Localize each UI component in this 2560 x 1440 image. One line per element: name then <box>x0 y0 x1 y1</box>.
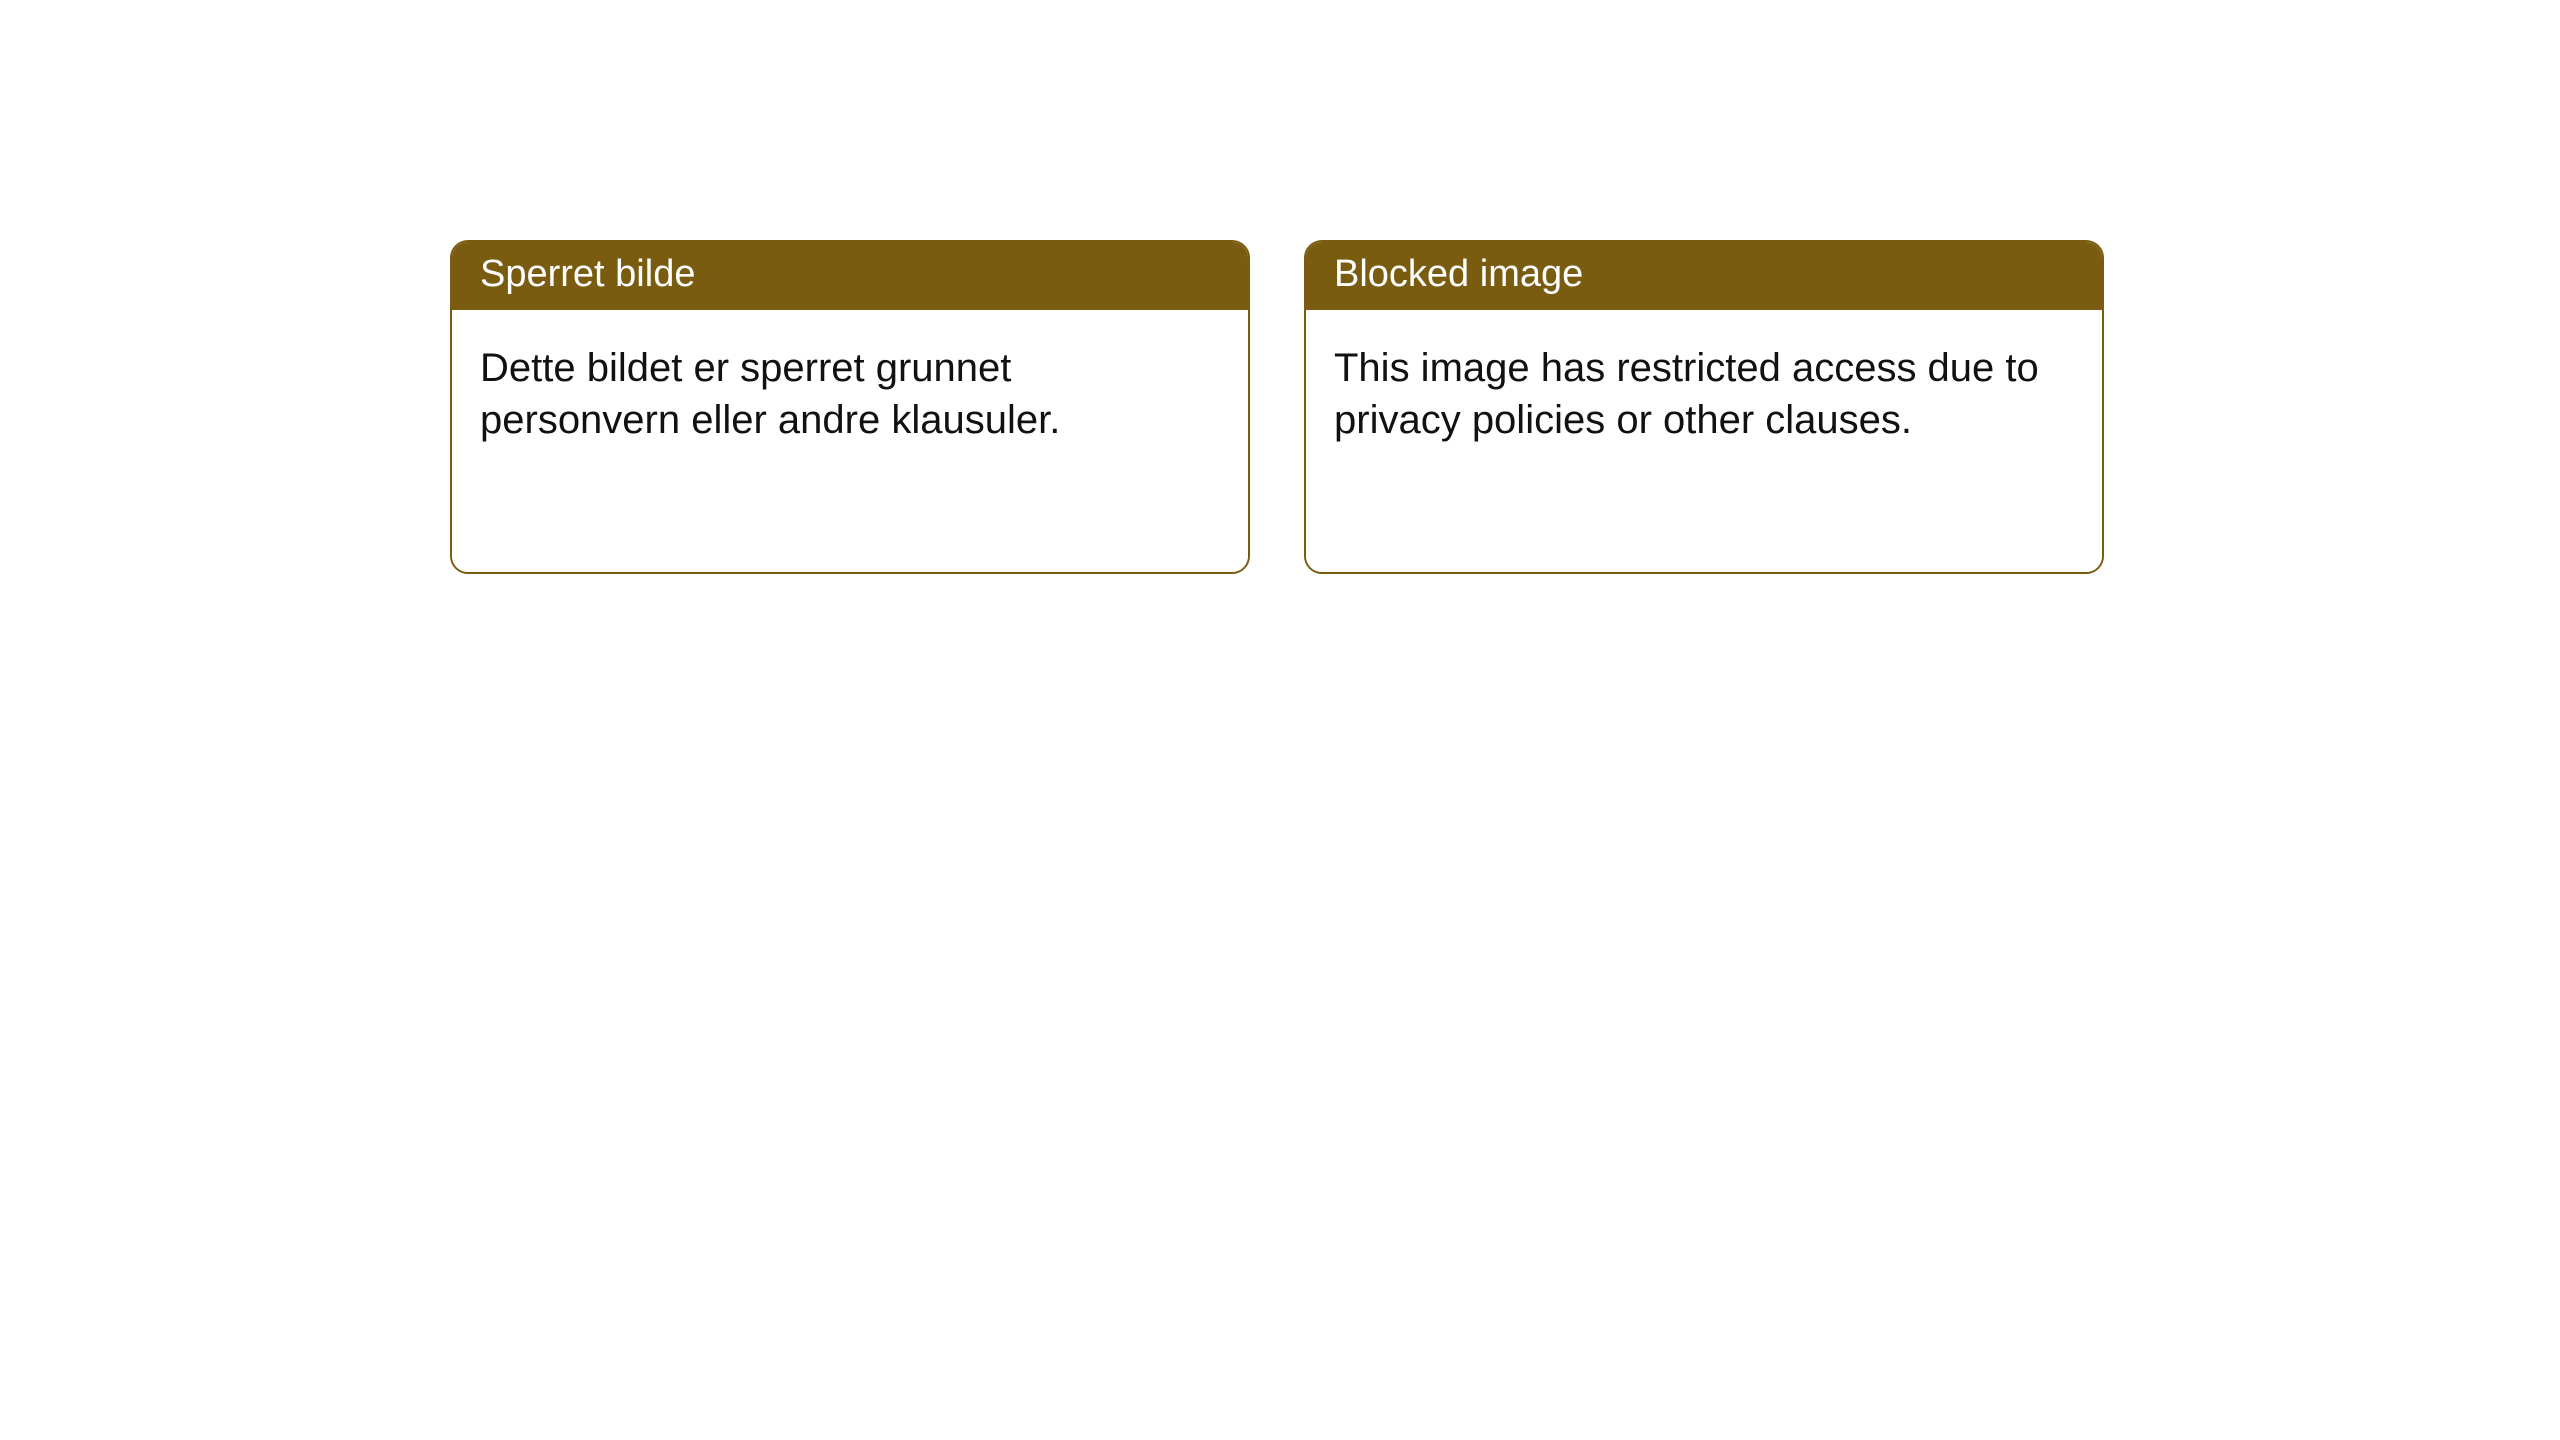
card-header-no: Sperret bilde <box>452 242 1248 310</box>
blocked-image-card-en: Blocked image This image has restricted … <box>1304 240 2104 574</box>
card-body-no: Dette bildet er sperret grunnet personve… <box>452 310 1248 572</box>
blocked-image-card-no: Sperret bilde Dette bildet er sperret gr… <box>450 240 1250 574</box>
card-header-en: Blocked image <box>1306 242 2102 310</box>
card-body-en: This image has restricted access due to … <box>1306 310 2102 572</box>
blocked-image-cards: Sperret bilde Dette bildet er sperret gr… <box>450 240 2104 574</box>
